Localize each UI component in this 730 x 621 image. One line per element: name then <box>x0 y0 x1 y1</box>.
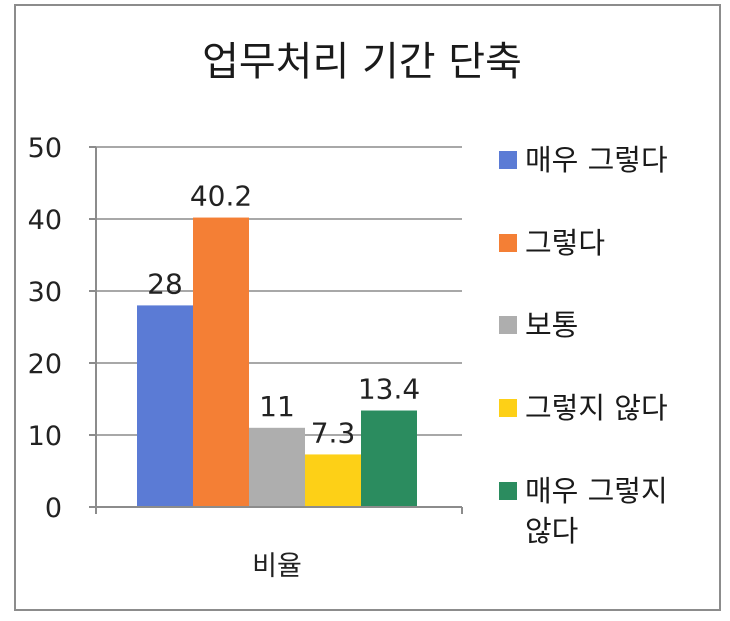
legend-swatch <box>499 316 517 334</box>
chart-frame <box>14 4 721 611</box>
data-label: 28 <box>147 267 183 300</box>
data-labels: 28 40.2 11 7.313.4 <box>147 180 420 450</box>
legend-label: 그렇다 <box>525 226 605 260</box>
bar-1 <box>137 305 193 507</box>
bar-2 <box>193 217 249 507</box>
y-tick-label: 30 <box>28 277 62 308</box>
bars <box>137 217 417 507</box>
legend-swatch <box>499 234 517 252</box>
legend-swatch <box>499 399 517 417</box>
legend-swatch <box>499 151 517 169</box>
bar-3 <box>249 427 305 507</box>
legend-label: 매우 그렇다 <box>525 143 668 177</box>
legend-label: 매우 그렇지 않다 <box>525 474 668 548</box>
bar-4 <box>305 454 361 507</box>
y-tick-label: 20 <box>28 349 62 380</box>
y-tick-label: 10 <box>28 421 62 452</box>
chart-title: 업무처리 기간 단축 <box>202 39 522 85</box>
legend-label: 그렇지 않다 <box>525 391 668 425</box>
data-label: 7.3 <box>311 416 356 449</box>
data-label: 40.2 <box>190 180 252 213</box>
legend-swatch <box>499 482 517 500</box>
bar-5 <box>361 410 417 507</box>
x-category-label: 비율 <box>252 551 302 582</box>
y-tick-label: 50 <box>28 133 62 164</box>
legend-label: 보통 <box>525 308 578 342</box>
y-axis-ticks: 0 10 20 30 40 50 <box>28 133 463 524</box>
y-tick-label: 40 <box>28 205 62 236</box>
y-tick-label: 0 <box>45 493 62 524</box>
data-label: 13.4 <box>358 373 420 406</box>
data-label: 11 <box>259 390 295 423</box>
